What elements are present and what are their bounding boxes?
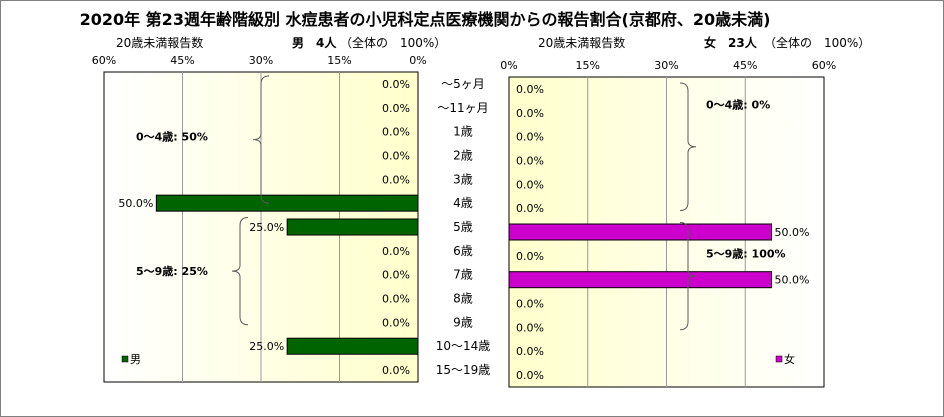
female-bar [508,223,772,241]
male-value-label: 0.0% [382,364,410,377]
left-caption: 20歳未満報告数 [116,36,204,50]
male-tick-label: 15% [327,54,351,67]
female-panel: 0% 15% 30% 45% 60% 0.0% 0.0% 0.0% 0.0% 0.0% 0.0% 50… [500,59,836,388]
category-labels: ～5ヶ月 ～11ヶ月 1歳 2歳 3歳 4歳 5歳 6歳 7歳 8歳 9歳 10～14歳 15～19歳 [436,77,491,377]
female-value-label: 0.0% [516,298,544,311]
category-label: 7歳 [453,268,473,282]
category-label: 1歳 [453,125,473,139]
male-value-label: 25.0% [249,340,284,353]
female-value-label: 0.0% [516,345,544,358]
male-value-label: 25.0% [249,221,284,234]
female-value-label: 0.0% [516,154,544,167]
category-label: 6歳 [453,244,473,258]
male-legend-label: 男 [130,353,141,366]
female-tick-label: 15% [576,59,600,72]
female-value-label: 50.0% [775,226,810,239]
male-value-label: 0.0% [382,173,410,186]
male-value-label: 0.0% [382,245,410,258]
male-value-label: 0.0% [382,293,410,306]
male-tick-label: 0% [409,54,426,67]
category-label: 2歳 [453,148,473,162]
female-tick-label: 30% [654,59,678,72]
female-bracket-0-4 [679,82,697,212]
category-label: 10～14歳 [436,339,491,353]
category-label: ～5ヶ月 [441,77,485,91]
female-annotation-0-4: 0～4歳: 0% [706,97,770,111]
male-bracket-0-4 [252,75,270,204]
male-bar [155,194,419,212]
female-tick-label: 0% [500,59,517,72]
category-label: 15～19歳 [436,363,491,377]
female-tick-label: 60% [812,59,836,72]
male-tick-label: 60% [92,54,116,67]
male-bar [286,337,419,355]
female-value-label: 0.0% [516,131,544,144]
female-value-label: 0.0% [516,369,544,382]
left-total: 男 4人 [292,36,337,50]
female-value-label: 0.0% [516,202,544,215]
female-value-label: 0.0% [516,321,544,334]
male-tick-label: 45% [170,54,194,67]
male-value-label: 0.0% [382,149,410,162]
female-value-label: 0.0% [516,178,544,191]
male-value-label: 0.0% [382,78,410,91]
category-label: 3歳 [453,172,473,186]
right-total: 女 23人 [704,36,757,50]
female-annotation-5-9: 5～9歳: 100% [706,246,786,260]
category-label: 5歳 [453,220,473,234]
female-value-label: 50.0% [775,274,810,287]
female-value-label: 0.0% [516,250,544,263]
female-value-label: 0.0% [516,83,544,96]
left-share: （全体の 100%） [340,36,447,50]
male-value-label: 0.0% [382,102,410,115]
female-legend-swatch [775,355,783,363]
female-tick-label: 45% [733,59,757,72]
male-bracket-5-9 [231,216,249,326]
male-legend-swatch [121,355,129,363]
male-tick-label: 30% [249,54,273,67]
male-annotation-5-9: 5～9歳: 25% [136,264,208,278]
female-value-label: 0.0% [516,107,544,120]
category-label: 9歳 [453,315,473,329]
right-share: （全体の 100%） [764,36,871,50]
chart-title: 2020年 第23週年齢階級別 水痘患者の小児科定点医療機関からの報告割合(京都… [79,10,771,29]
female-bracket-5-9 [679,221,697,331]
female-legend-label: 女 [784,352,795,366]
category-label: 4歳 [453,196,473,210]
male-bar [286,218,419,236]
male-value-label: 0.0% [382,126,410,139]
right-caption: 20歳未満報告数 [538,36,626,50]
category-label: ～11ヶ月 [437,101,488,115]
male-value-label: 0.0% [382,269,410,282]
male-panel: 60% 45% 30% 15% 0% 0.0% 0.0% 0.0% 0.0% 0.0% 50.0% 2… [92,54,427,383]
male-value-label: 0.0% [382,316,410,329]
male-value-label: 50.0% [118,197,153,210]
category-label: 8歳 [453,292,473,306]
female-bar [508,271,772,289]
male-annotation-0-4: 0～4歳: 50% [136,129,208,143]
